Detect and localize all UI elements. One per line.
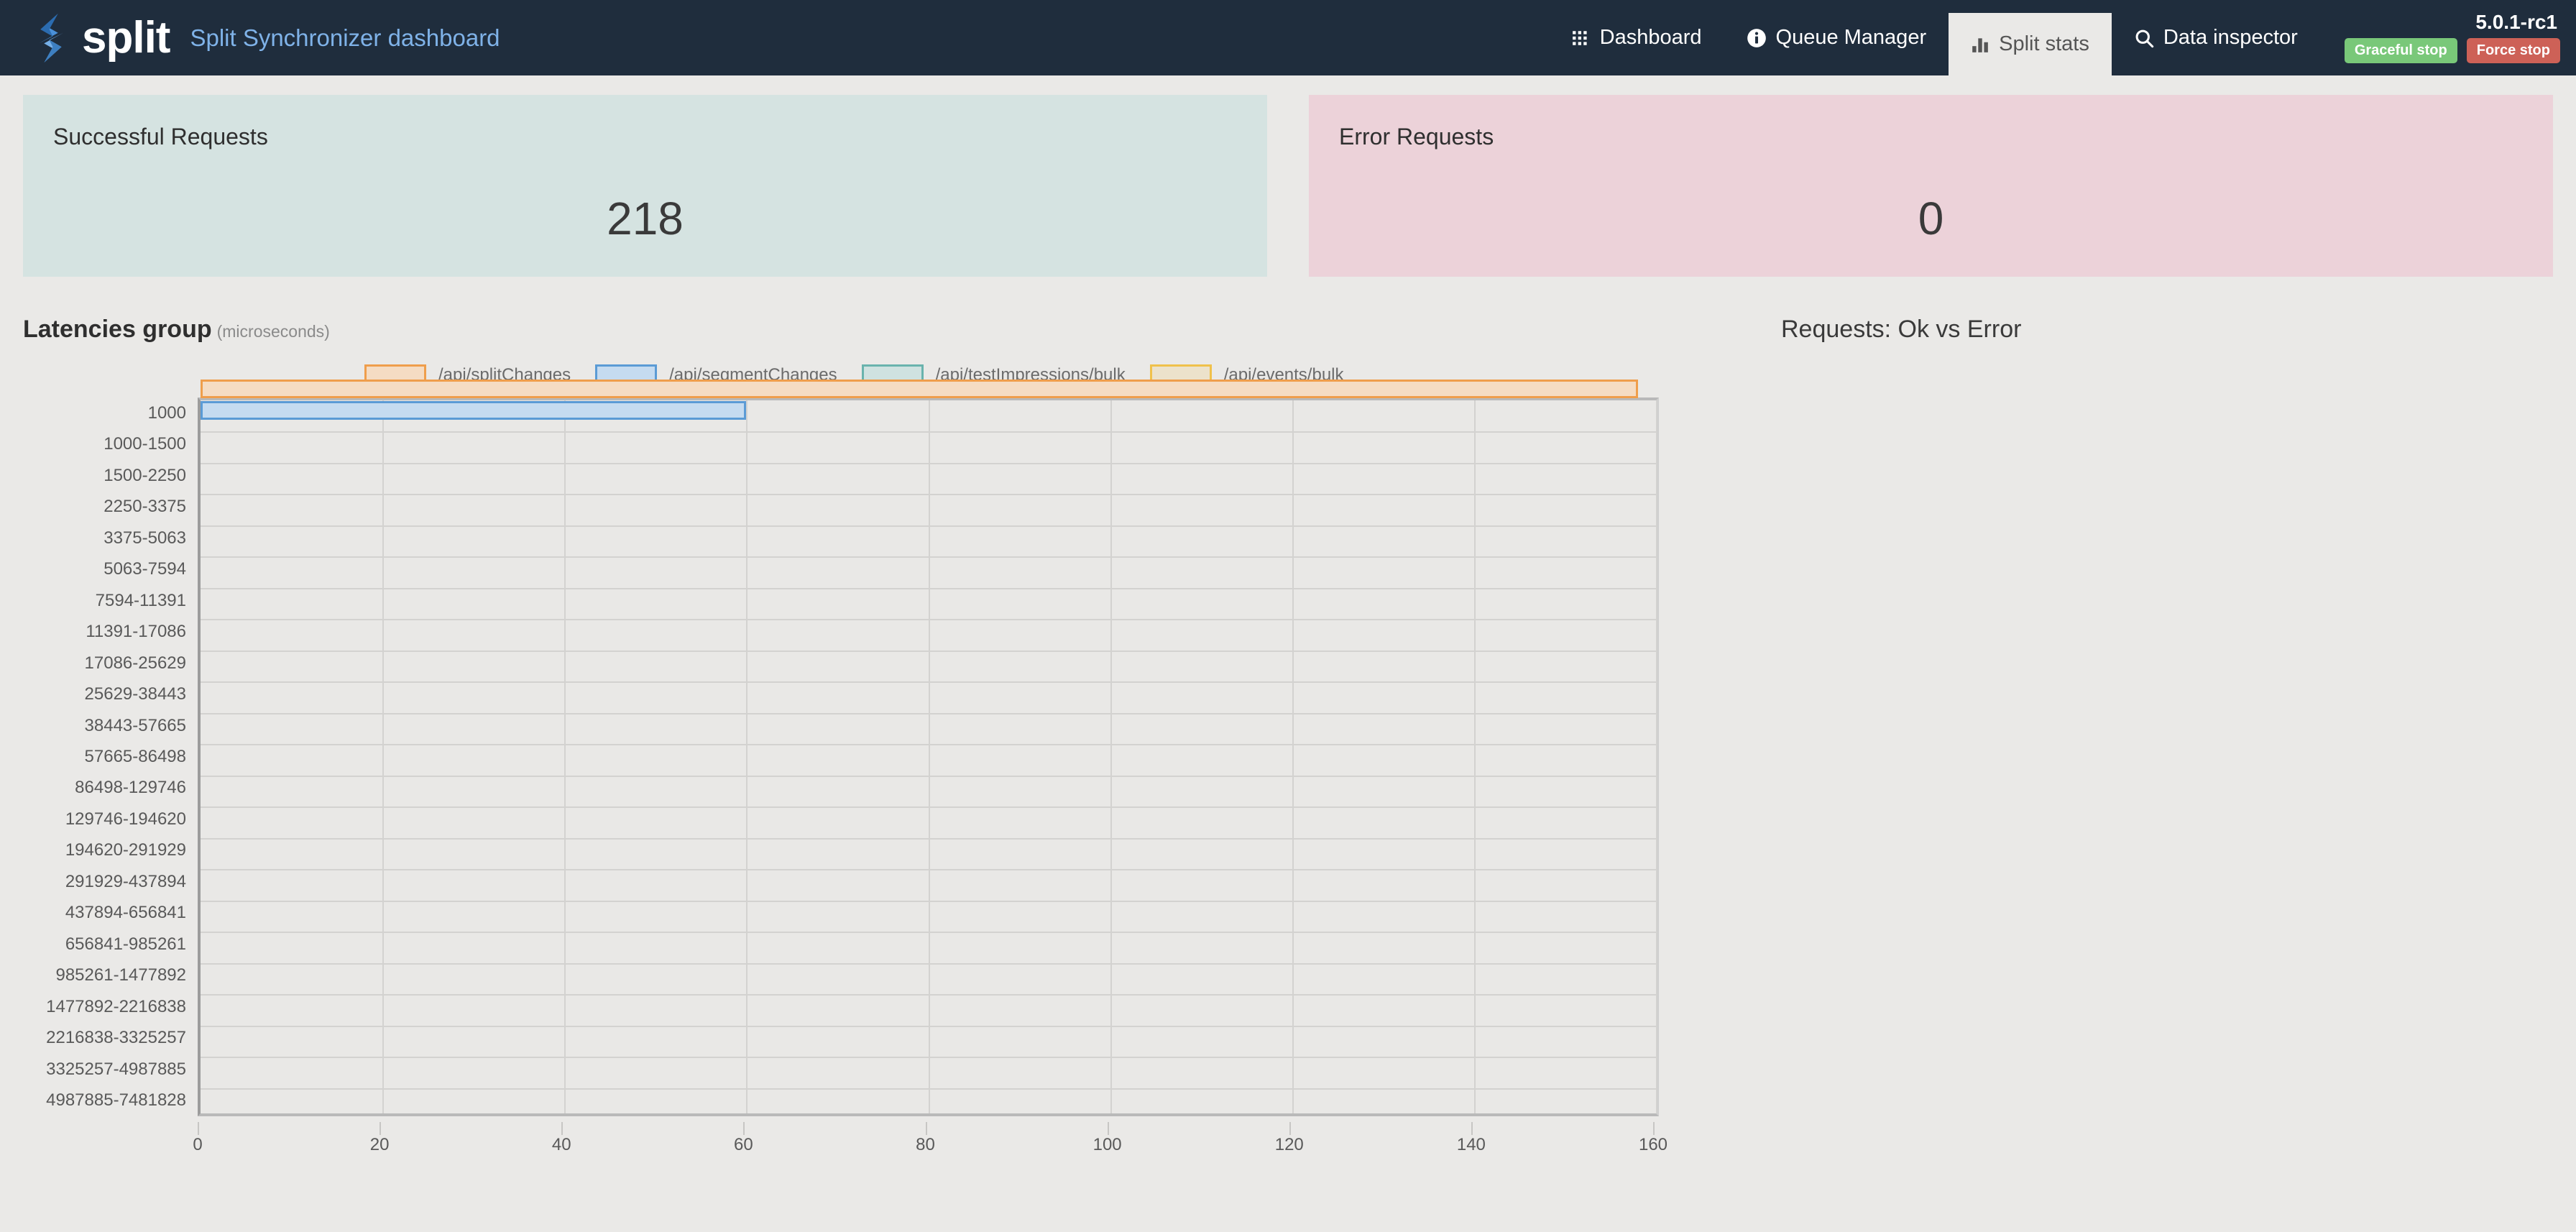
x-axis-tick-label: 140 bbox=[1456, 1135, 1486, 1154]
chart-bar bbox=[201, 400, 747, 420]
x-axis-tick bbox=[1653, 1122, 1655, 1135]
y-axis-tick-label: 86498-129746 bbox=[75, 778, 186, 798]
grid-icon bbox=[1572, 29, 1591, 47]
error-requests-card: Error Requests 0 bbox=[1309, 95, 2553, 277]
y-axis-tick-label: 2250-3375 bbox=[104, 497, 186, 517]
x-axis-tick-label: 20 bbox=[369, 1135, 390, 1154]
force-stop-button[interactable]: Force stop bbox=[2466, 38, 2560, 63]
brand[interactable]: split Split Synchronizer dashboard bbox=[0, 10, 500, 66]
x-axis-tick-label: 120 bbox=[1274, 1135, 1304, 1154]
card-title: Successful Requests bbox=[53, 124, 268, 150]
x-axis-tick-label: 160 bbox=[1638, 1135, 1668, 1154]
summary-cards: Successful Requests 218 Error Requests 0 bbox=[0, 86, 2576, 277]
y-axis-labels: 1000 1000-1500 1500-2250 2250-3375 3375-5063… bbox=[23, 397, 198, 1116]
y-axis-tick-label: 11391-17086 bbox=[86, 622, 186, 642]
y-axis-tick-label: 129746-194620 bbox=[65, 809, 186, 829]
x-axis-tick bbox=[380, 1122, 382, 1135]
x-axis-tick bbox=[743, 1122, 745, 1135]
y-axis-tick-label: 57665-86498 bbox=[84, 747, 186, 766]
x-axis-tick bbox=[1107, 1122, 1109, 1135]
vertical-gridline bbox=[1110, 400, 1112, 1113]
y-axis-tick-label: 1500-2250 bbox=[104, 465, 186, 485]
nav-item-queue-manager[interactable]: Queue Manager bbox=[1724, 0, 1949, 75]
vertical-gridline bbox=[1656, 400, 1657, 1113]
y-axis-tick-label: 437894-656841 bbox=[65, 903, 186, 923]
vertical-gridline bbox=[564, 400, 566, 1113]
y-axis-tick-label: 2216838-3325257 bbox=[46, 1028, 186, 1048]
nav-item-data-inspector[interactable]: Data inspector bbox=[2112, 0, 2320, 75]
y-axis-tick-label: 7594-11391 bbox=[95, 590, 186, 610]
requests-header: Requests: Ok vs Error bbox=[1726, 317, 2553, 341]
vertical-gridline bbox=[1292, 400, 1294, 1113]
y-axis-tick-label: 985261-1477892 bbox=[55, 965, 186, 985]
vertical-gridline bbox=[1473, 400, 1476, 1113]
y-axis-tick-label: 291929-437894 bbox=[65, 871, 186, 891]
successful-requests-card: Successful Requests 218 bbox=[23, 95, 1267, 277]
nav-item-label: Queue Manager bbox=[1775, 26, 1927, 49]
y-axis-tick-label: 1000-1500 bbox=[104, 434, 186, 454]
y-axis-tick-label: 4987885-7481828 bbox=[46, 1090, 186, 1111]
graceful-stop-button[interactable]: Graceful stop bbox=[2344, 38, 2457, 63]
x-axis-tick bbox=[925, 1122, 927, 1135]
navbar-right: Dashboard Queue Manager bbox=[1550, 0, 2576, 75]
nav-item-label: Split stats bbox=[1999, 32, 2089, 55]
nav-item-dashboard[interactable]: Dashboard bbox=[1550, 0, 1724, 75]
x-axis-tick-label: 80 bbox=[916, 1135, 935, 1154]
bar-chart-icon bbox=[1971, 35, 1990, 54]
split-logo-icon bbox=[23, 10, 79, 66]
x-axis-tick-label: 40 bbox=[551, 1135, 571, 1154]
y-axis-tick-label: 1477892-2216838 bbox=[46, 996, 186, 1016]
card-title: Error Requests bbox=[1339, 124, 1494, 150]
y-axis-tick-label: 25629-38443 bbox=[84, 684, 186, 704]
x-axis-tick bbox=[1471, 1122, 1473, 1135]
x-axis-tick bbox=[1289, 1122, 1291, 1135]
nav-item-split-stats[interactable]: Split stats bbox=[1949, 13, 2112, 75]
chart-bar bbox=[201, 379, 1638, 398]
status-controls: 5.0.1-rc1 Graceful stop Force stop bbox=[2320, 0, 2576, 75]
x-axis-tick-label: 100 bbox=[1092, 1135, 1122, 1154]
vertical-gridline bbox=[928, 400, 930, 1113]
vertical-gridline bbox=[382, 400, 385, 1113]
y-axis-tick-label: 3375-5063 bbox=[104, 528, 186, 548]
latencies-header: Latencies group (microseconds) bbox=[23, 317, 1726, 341]
y-axis-tick-label: 3325257-4987885 bbox=[46, 1059, 186, 1079]
plot-area bbox=[198, 379, 1659, 1116]
latencies-title: Latencies group (microseconds) bbox=[23, 317, 1726, 341]
latencies-title-unit: (microseconds) bbox=[216, 322, 330, 341]
requests-title: Requests: Ok vs Error bbox=[1781, 316, 2022, 343]
x-axis-tick-label: 60 bbox=[734, 1135, 753, 1154]
y-axis-tick-label: 656841-985261 bbox=[65, 934, 186, 954]
x-axis-tick bbox=[198, 1122, 199, 1135]
info-icon bbox=[1747, 28, 1767, 48]
x-axis-tick-label: 0 bbox=[193, 1135, 203, 1154]
card-value: 0 bbox=[1918, 193, 1944, 244]
nav-item-label: Dashboard bbox=[1599, 26, 1702, 49]
y-axis-tick-label: 38443-57665 bbox=[84, 715, 186, 735]
search-icon bbox=[2134, 28, 2154, 48]
latencies-title-main: Latencies group bbox=[23, 316, 212, 343]
card-value: 218 bbox=[607, 193, 684, 244]
vertical-gridline bbox=[746, 400, 748, 1113]
y-axis-tick-label: 194620-291929 bbox=[65, 840, 186, 860]
app-title: Split Synchronizer dashboard bbox=[190, 24, 500, 51]
x-axis-labels: 0 20 40 60 80 100 120 140 160 bbox=[193, 1122, 1668, 1158]
brand-wordmark: split bbox=[82, 12, 170, 63]
top-navbar: split Split Synchronizer dashboard Dashb… bbox=[0, 0, 2576, 75]
nav-menu: Dashboard Queue Manager bbox=[1550, 0, 2320, 75]
latencies-chart: 1000 1000-1500 1500-2250 2250-3375 3375-5063… bbox=[23, 379, 1698, 1167]
stop-buttons: Graceful stop Force stop bbox=[2344, 38, 2560, 63]
y-axis-tick-label: 5063-7594 bbox=[104, 559, 186, 579]
version-label: 5.0.1-rc1 bbox=[2475, 11, 2557, 33]
y-axis-tick-label: 17086-25629 bbox=[84, 653, 186, 673]
nav-item-label: Data inspector bbox=[2163, 26, 2298, 49]
x-axis-tick bbox=[561, 1122, 564, 1135]
section-titles: Latencies group (microseconds) Requests: … bbox=[0, 317, 2576, 341]
y-axis-tick-label: 1000 bbox=[147, 403, 186, 423]
